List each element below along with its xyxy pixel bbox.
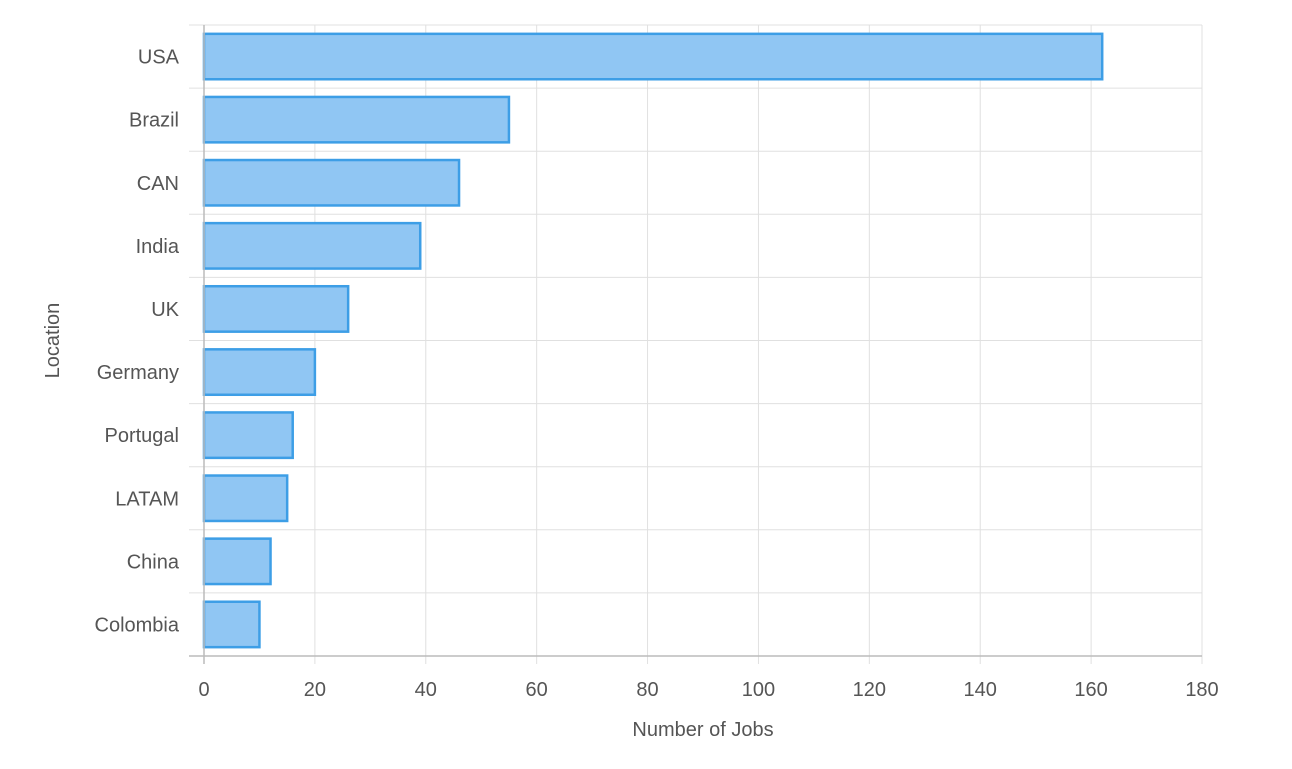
- x-tick-label: 180: [1185, 679, 1218, 701]
- bar-china[interactable]: [202, 537, 272, 586]
- bar-germany[interactable]: [202, 348, 317, 397]
- x-tick-label: 80: [636, 679, 658, 701]
- x-tick-label: 100: [742, 679, 775, 701]
- y-tick-label: India: [136, 236, 180, 258]
- x-tick-label: 140: [964, 679, 997, 701]
- y-tick-label: China: [127, 551, 180, 573]
- y-tick-label: CAN: [137, 173, 179, 195]
- axes: USA Brazil CAN India UK Germany Portugal LATAM C…: [95, 25, 1219, 701]
- bar-usa[interactable]: [202, 32, 1104, 81]
- bar-latam[interactable]: [202, 474, 289, 523]
- y-tick-label: Brazil: [129, 110, 179, 132]
- y-tick-label: UK: [151, 299, 179, 321]
- bars: [202, 32, 1104, 649]
- x-tick-label: 160: [1074, 679, 1107, 701]
- x-tick-label: 60: [526, 679, 548, 701]
- bar-portugal[interactable]: [202, 411, 294, 460]
- bar-india[interactable]: [202, 221, 422, 270]
- x-tick-label: 120: [853, 679, 886, 701]
- y-axis-title: Location: [42, 303, 64, 379]
- x-tick-label: 40: [415, 679, 437, 701]
- bar-uk[interactable]: [202, 284, 350, 333]
- y-tick-label: USA: [138, 47, 180, 69]
- bar-colombia[interactable]: [202, 600, 261, 649]
- y-tick-label: LATAM: [115, 488, 179, 510]
- x-axis-title: Number of Jobs: [632, 719, 773, 741]
- y-tick-label: Colombia: [95, 614, 180, 636]
- bar-can[interactable]: [202, 158, 461, 207]
- y-tick-label: Portugal: [105, 425, 180, 447]
- grid-lines: [189, 24, 1203, 664]
- y-tick-label: Germany: [97, 362, 179, 384]
- bar-brazil[interactable]: [202, 95, 511, 144]
- x-tick-label: 20: [304, 679, 326, 701]
- x-tick-label: 0: [198, 679, 209, 701]
